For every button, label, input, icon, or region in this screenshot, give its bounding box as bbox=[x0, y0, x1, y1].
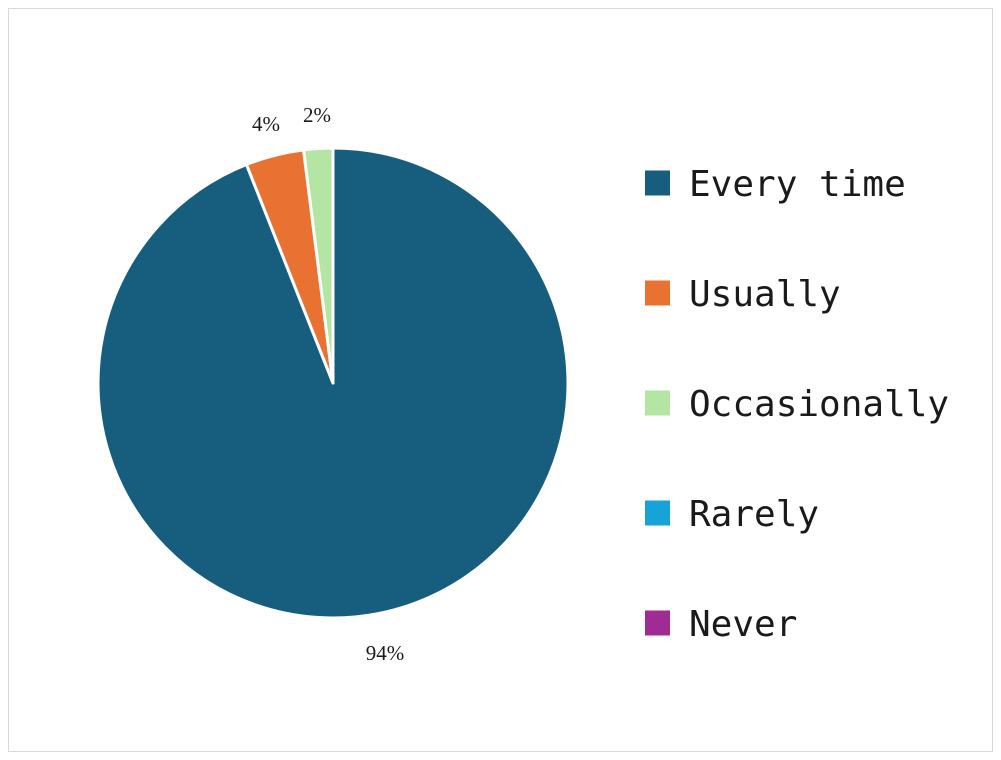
legend-swatch-rarely bbox=[645, 500, 670, 526]
legend-label-rarely: Rarely bbox=[689, 494, 819, 535]
legend-swatch-never bbox=[645, 610, 670, 636]
legend-swatch-every-time bbox=[645, 170, 670, 196]
legend-item-rarely: Rarely bbox=[645, 494, 819, 535]
data-label-occasionally: 2% bbox=[303, 103, 331, 127]
data-labels: 94% 4% 2% bbox=[252, 103, 404, 665]
legend-label-usually: Usually bbox=[689, 274, 841, 315]
data-label-usually: 4% bbox=[252, 112, 280, 136]
legend-item-every-time: Every time bbox=[645, 164, 906, 205]
legend-label-never: Never bbox=[689, 604, 797, 645]
legend-label-every-time: Every time bbox=[689, 164, 906, 205]
pie-slices bbox=[96, 146, 570, 620]
legend-item-occasionally: Occasionally bbox=[645, 384, 949, 425]
legend-swatch-usually bbox=[645, 280, 670, 306]
legend: Every time Usually Occasionally Rarely Never bbox=[645, 164, 949, 645]
legend-item-never: Never bbox=[645, 604, 797, 645]
data-label-every-time: 94% bbox=[366, 641, 405, 665]
legend-label-occasionally: Occasionally bbox=[689, 384, 949, 425]
legend-swatch-occasionally bbox=[645, 390, 670, 416]
slice-occasionally bbox=[302, 146, 335, 385]
legend-item-usually: Usually bbox=[645, 274, 841, 315]
